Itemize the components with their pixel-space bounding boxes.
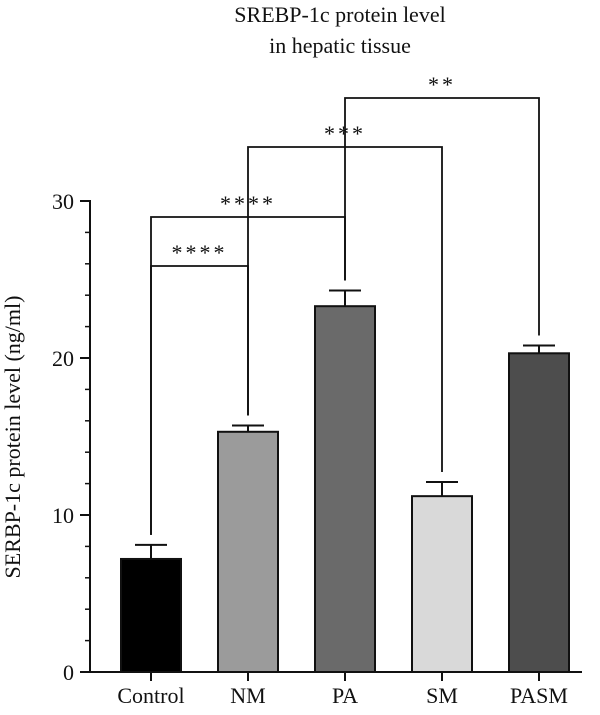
error-bars <box>135 289 555 559</box>
significance-bracket <box>344 97 540 336</box>
bar-nm <box>217 430 279 674</box>
chart-title: SREBP-1c protein level in hepatic tissue <box>234 2 445 58</box>
significance-label: ** <box>428 72 456 97</box>
bar-control <box>120 557 182 674</box>
bars <box>120 305 570 674</box>
chart-title-line-1: SREBP-1c protein level <box>234 2 445 27</box>
x-tick-label: Control <box>117 683 184 708</box>
y-tick-label: 0 <box>63 660 74 685</box>
bar-pasm <box>508 352 570 673</box>
x-axis-labels: Control NM PA SM PASM <box>117 683 568 708</box>
x-tick-label: SM <box>426 683 458 708</box>
significance-label: **** <box>220 191 276 216</box>
y-tick-label: 10 <box>52 503 74 528</box>
significance-brackets: ************* <box>150 72 540 535</box>
chart-title-line-2: in hepatic tissue <box>269 33 411 58</box>
bar-pa <box>314 305 376 673</box>
bar-sm <box>411 495 473 673</box>
x-tick-label: PASM <box>510 683 568 708</box>
y-axis-label: SERBP-1c protein level (ng/ml) <box>0 296 25 579</box>
x-tick-label: NM <box>230 683 265 708</box>
y-tick-label: 20 <box>52 346 74 371</box>
x-tick-label: PA <box>332 683 358 708</box>
significance-label: **** <box>172 240 228 265</box>
y-tick-label: 30 <box>52 189 74 214</box>
significance-label: *** <box>324 121 366 146</box>
